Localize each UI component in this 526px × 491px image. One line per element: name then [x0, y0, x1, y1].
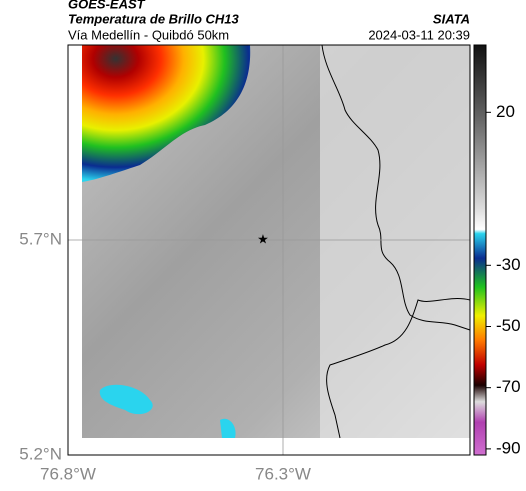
source: SIATA [433, 11, 470, 26]
colorbar-tick-label: 20 [496, 102, 515, 121]
border [321, 44, 471, 331]
cold-cloud-small [220, 418, 236, 438]
colorbar-tick-label: -50 [496, 316, 521, 335]
title: GOES-EAST [68, 0, 146, 11]
lon-label: 76.3°W [255, 464, 311, 483]
cold-cloud-small [99, 384, 153, 415]
city-marker: ★ [257, 231, 269, 246]
lat-label: 5.7°N [19, 229, 62, 248]
route: Vía Medellín - Quibdó 50km [68, 27, 229, 42]
lon-label: 76.8°W [40, 464, 96, 483]
colorbar-tick-label: -30 [496, 255, 521, 274]
lat-label: 5.2°N [19, 444, 62, 463]
colorbar-tick-label: -70 [496, 377, 521, 396]
colorbar-tick-label: -90 [496, 438, 521, 457]
map-area: ★ [67, 44, 471, 456]
subtitle: Temperatura de Brillo CH13 [68, 11, 240, 26]
warm-region [320, 45, 470, 438]
border [326, 298, 471, 439]
cold-cloud [82, 45, 251, 182]
map-frame [67, 44, 471, 456]
colorbar-ticks: 20 -30 -50 -70 -90 [486, 102, 521, 457]
colorbar [473, 44, 487, 456]
timestamp: 2024-03-11 20:39 [368, 27, 470, 42]
